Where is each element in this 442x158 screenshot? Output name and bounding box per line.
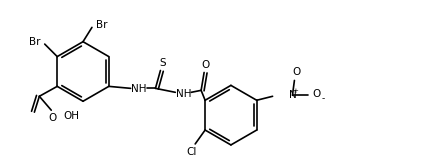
Text: Br: Br	[96, 20, 107, 30]
Text: Br: Br	[29, 37, 41, 47]
Text: O: O	[48, 113, 57, 123]
Text: NH: NH	[175, 89, 191, 99]
Text: OH: OH	[63, 111, 79, 121]
Text: O: O	[292, 67, 301, 77]
Text: O: O	[312, 89, 320, 99]
Text: N: N	[289, 90, 296, 100]
Text: O: O	[201, 60, 209, 70]
Text: Cl: Cl	[186, 147, 196, 157]
Text: NH: NH	[131, 84, 146, 94]
Text: -: -	[322, 94, 325, 103]
Text: S: S	[159, 58, 166, 67]
Text: +: +	[293, 88, 298, 94]
